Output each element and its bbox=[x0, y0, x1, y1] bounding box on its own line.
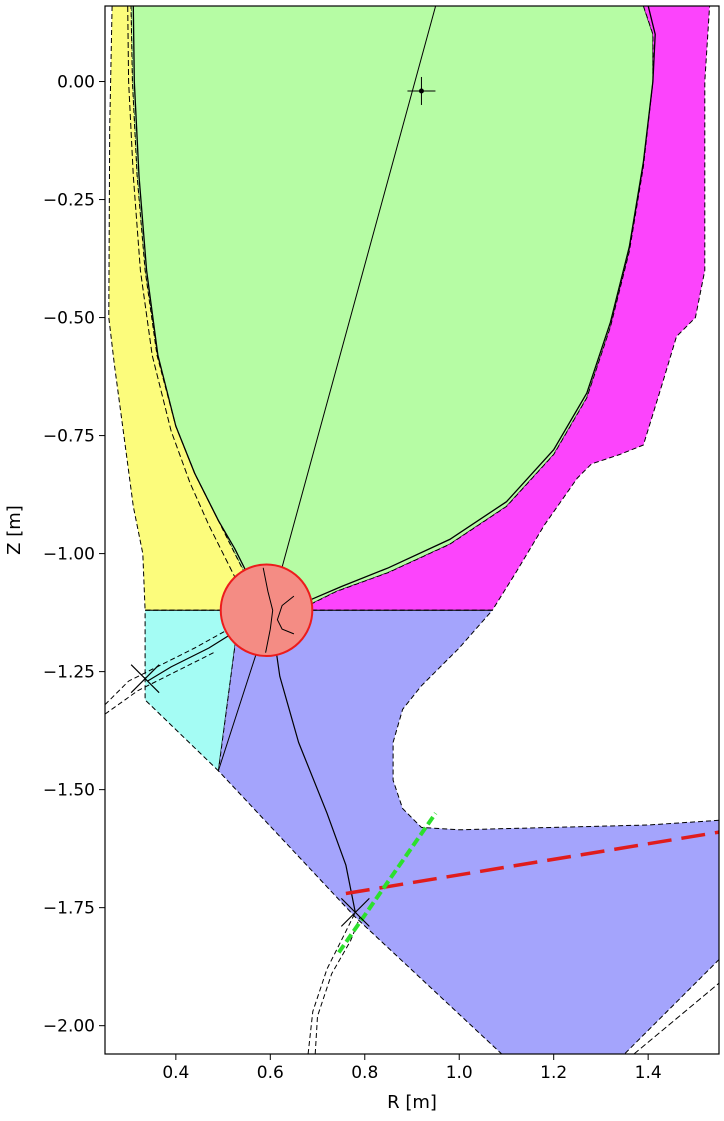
y-tick-label-7: −1.75 bbox=[43, 899, 95, 919]
y-tick-label-6: −1.50 bbox=[43, 781, 95, 801]
plot-frame bbox=[104, 5, 720, 1055]
x-axis: 0.4 0.6 0.8 1.0 1.2 1.4 bbox=[162, 1054, 662, 1083]
circle-inner-curve bbox=[276, 595, 295, 635]
line-layer bbox=[105, 6, 719, 1054]
y-tick-label-4: −1.00 bbox=[43, 545, 95, 565]
y-tick-label-3: −0.75 bbox=[43, 427, 95, 447]
y-tick-label-1: −0.25 bbox=[43, 191, 95, 211]
x-tick-label-4: 1.2 bbox=[540, 1063, 567, 1083]
y-tick-label-8: −2.00 bbox=[43, 1017, 95, 1037]
region-layer bbox=[108, 6, 719, 1054]
green-dashed-line bbox=[337, 812, 438, 954]
y-axis-label: Z [m] bbox=[4, 505, 25, 555]
x-tick-label-2: 0.8 bbox=[351, 1063, 378, 1083]
x-tick-label-5: 1.4 bbox=[635, 1063, 662, 1083]
y-tick-label-5: −1.25 bbox=[43, 663, 95, 683]
red-dashed-line bbox=[345, 830, 719, 896]
region-outer_divertor bbox=[217, 609, 719, 1054]
xpoint_outer-marker-b bbox=[340, 897, 370, 927]
y-tick-label-0: 0.00 bbox=[57, 73, 95, 93]
circle-inner-line bbox=[262, 567, 274, 653]
marker-layer bbox=[130, 76, 436, 927]
magnetic_axis-marker-dot bbox=[418, 88, 424, 94]
y-tick-label-2: −0.50 bbox=[43, 309, 95, 329]
chord-line-0 bbox=[269, 6, 437, 611]
x-tick-label-0: 0.4 bbox=[162, 1063, 189, 1083]
separatrix-dashed-line bbox=[127, 6, 257, 611]
xpoint_inner-marker-b bbox=[130, 664, 160, 694]
flux-guide-2 bbox=[307, 912, 356, 1054]
x-tick-label-3: 1.0 bbox=[446, 1063, 473, 1083]
x-tick-label-1: 0.6 bbox=[257, 1063, 284, 1083]
flux-guide-3 bbox=[314, 916, 361, 1054]
divertor-leg-0 bbox=[269, 610, 356, 913]
x-axis-label: R [m] bbox=[387, 1092, 437, 1113]
flux-guide-1 bbox=[105, 652, 214, 715]
xpoint-circle bbox=[219, 563, 314, 658]
wall-dashed-line bbox=[633, 982, 719, 1054]
y-axis: 0.00 −0.25 −0.50 −0.75 −1.00 −1.25 −1.50 −1.75 −… bbox=[43, 73, 105, 1037]
